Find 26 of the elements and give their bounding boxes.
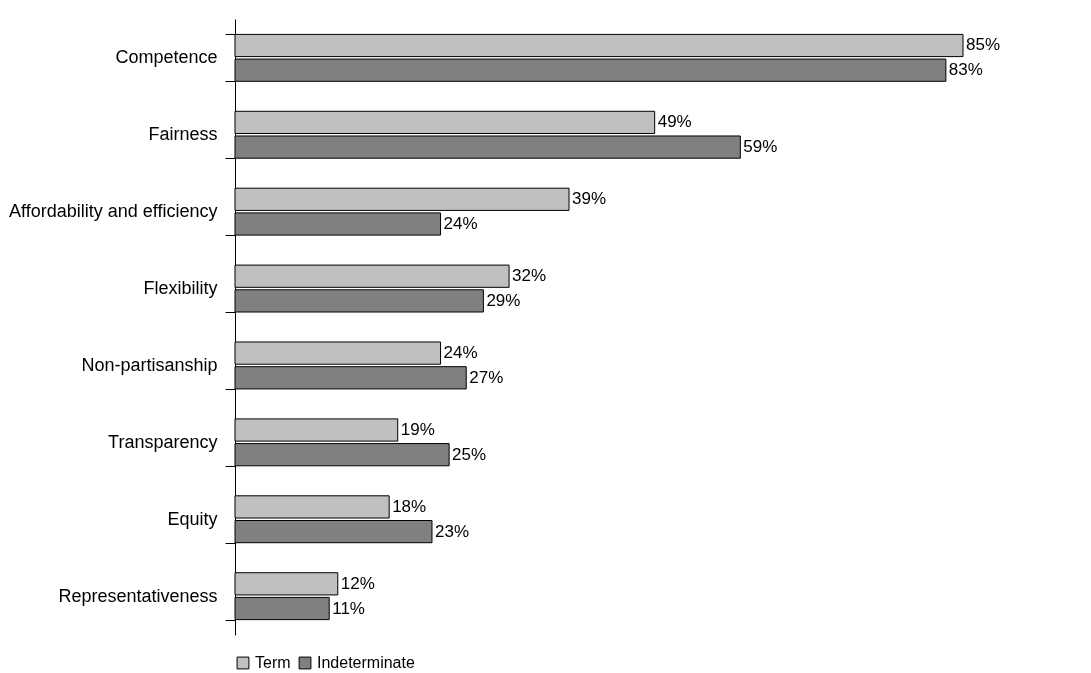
y-tick-label: Representativeness <box>58 585 218 606</box>
data-label: 32% <box>512 266 547 286</box>
data-label: 24% <box>443 343 478 363</box>
data-label: 29% <box>486 290 521 310</box>
data-label: 12% <box>340 573 375 593</box>
y-tick-label: Non-partisanship <box>81 354 218 375</box>
data-label: 83% <box>948 60 983 80</box>
data-label: 59% <box>743 137 778 157</box>
y-tick-label: Affordability and efficiency <box>9 201 218 222</box>
y-tick-label: Transparency <box>108 431 218 452</box>
y-tick-label: Flexibility <box>143 278 218 299</box>
data-label: 39% <box>572 189 607 209</box>
data-label: 27% <box>469 367 504 387</box>
data-label: 19% <box>400 420 435 440</box>
legend-label: Term <box>255 654 291 671</box>
data-label: 11% <box>332 598 365 618</box>
y-tick-label: Fairness <box>148 124 218 145</box>
legend-label: Indeterminate <box>317 654 415 671</box>
data-label: 25% <box>452 444 487 464</box>
data-label: 23% <box>434 521 470 541</box>
data-label: 18% <box>392 496 427 516</box>
data-label: 49% <box>657 112 692 132</box>
y-tick-label: Competence <box>115 47 218 68</box>
y-tick-label: Equity <box>167 508 218 529</box>
data-label: 24% <box>443 213 478 233</box>
data-label: 85% <box>966 35 1001 55</box>
